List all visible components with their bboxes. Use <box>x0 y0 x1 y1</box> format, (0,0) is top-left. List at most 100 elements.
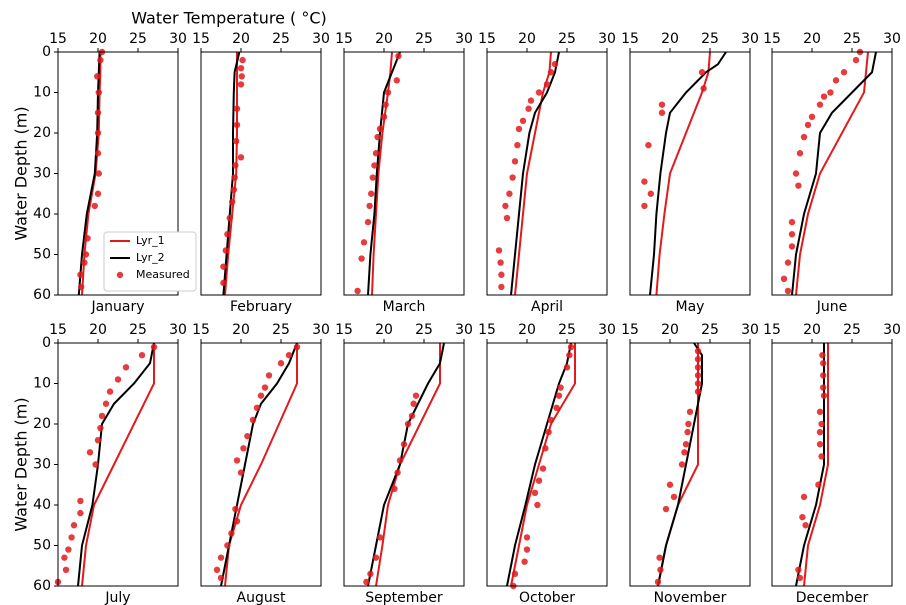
measured-point <box>65 546 72 553</box>
x-tick-label: 25 <box>272 322 290 338</box>
y-tick-label: 10 <box>33 376 51 392</box>
axes-frame <box>629 342 751 587</box>
x-tick-label: 30 <box>741 322 759 338</box>
measured-point <box>647 190 654 197</box>
x-tick-label: 20 <box>89 31 107 47</box>
measured-point <box>237 65 245 72</box>
measured-point <box>371 162 378 169</box>
measured-point <box>233 137 240 145</box>
measured-point <box>784 287 792 295</box>
measured-point <box>852 56 860 64</box>
measured-point <box>820 384 827 391</box>
measured-point <box>816 428 824 436</box>
measured-point <box>657 566 664 573</box>
measured-point <box>412 392 420 399</box>
x-tick-label: 20 <box>232 322 250 338</box>
measured-point <box>523 546 531 553</box>
measured-point <box>818 453 825 460</box>
measured-point <box>511 570 519 578</box>
x-tick-label: 25 <box>558 322 576 338</box>
measured-point <box>641 202 648 210</box>
measured-point <box>800 133 808 141</box>
measured-point <box>257 392 265 399</box>
measured-point <box>694 364 702 371</box>
measured-point <box>367 570 374 578</box>
profile-line <box>220 342 298 587</box>
panel: 15 20 25 30 May <box>621 31 759 315</box>
x-tick-label: 25 <box>701 31 719 47</box>
measured-point <box>233 105 241 112</box>
x-tick-label: 30 <box>312 322 330 338</box>
measured-point <box>654 578 662 586</box>
panel: 15 20 25 30 September <box>335 322 473 605</box>
measured-point <box>498 283 505 291</box>
measured-point <box>820 392 828 399</box>
measured-point <box>81 259 88 266</box>
measured-point <box>366 202 373 210</box>
axes-frame <box>57 342 179 587</box>
measured-point <box>94 109 102 116</box>
panel: 15 20 25 30 February <box>192 31 330 315</box>
measured-point <box>94 73 101 80</box>
x-tick-label: 15 <box>763 31 781 47</box>
x-tick-label: 15 <box>192 31 210 47</box>
y-tick-label: 20 <box>33 416 51 432</box>
measured-point <box>94 129 102 137</box>
measured-point <box>395 52 402 60</box>
profile-line <box>655 51 711 296</box>
profile-line <box>224 52 238 296</box>
measured-point <box>97 424 104 432</box>
measured-point <box>61 554 68 561</box>
legend-swatch <box>116 271 124 279</box>
measured-point <box>543 81 551 88</box>
x-tick-label: 15 <box>763 322 781 338</box>
measured-point <box>233 457 241 464</box>
profile-line <box>791 51 877 296</box>
measured-point <box>509 174 516 181</box>
measured-point <box>784 259 792 266</box>
measured-point <box>410 400 417 407</box>
panel-label: May <box>676 299 705 315</box>
measured-point <box>780 275 788 282</box>
measured-point <box>503 214 511 222</box>
measured-point <box>525 105 532 112</box>
measured-point <box>358 255 365 262</box>
measured-point <box>511 158 519 165</box>
measured-point <box>815 481 822 488</box>
measured-point <box>384 89 392 96</box>
x-tick-label: 25 <box>843 322 861 338</box>
x-tick-label: 20 <box>375 31 393 47</box>
measured-point <box>77 271 84 278</box>
profile-line <box>375 343 441 587</box>
measured-point <box>535 477 543 484</box>
measured-point <box>95 89 103 96</box>
measured-point <box>534 501 541 509</box>
measured-point <box>376 534 384 541</box>
x-tick-label: 30 <box>883 31 901 47</box>
measured-point <box>795 182 802 189</box>
axes-frame <box>486 342 608 587</box>
measured-point <box>237 81 245 88</box>
measured-point <box>819 351 826 359</box>
legend-label: Lyr_2 <box>136 251 165 264</box>
measured-point <box>694 356 702 363</box>
y-tick-label: 40 <box>33 497 51 513</box>
measured-point <box>799 513 806 521</box>
panel-label: March <box>383 299 426 315</box>
y-axis-label: Water Depth (m) <box>12 106 31 240</box>
measured-point <box>86 449 94 456</box>
measured-point <box>232 162 239 169</box>
measured-point <box>232 505 239 513</box>
x-tick-label: 30 <box>883 322 901 338</box>
panel-label: December <box>796 590 869 605</box>
measured-point <box>400 441 408 448</box>
measured-point <box>77 497 84 505</box>
x-tick-label: 20 <box>803 322 821 338</box>
measured-point <box>360 239 368 246</box>
axes-frame <box>486 51 608 296</box>
profile-line <box>657 343 699 587</box>
measured-point <box>694 347 702 355</box>
panel-label: September <box>365 590 443 605</box>
measured-point <box>832 77 840 84</box>
panel-label: February <box>230 299 292 315</box>
